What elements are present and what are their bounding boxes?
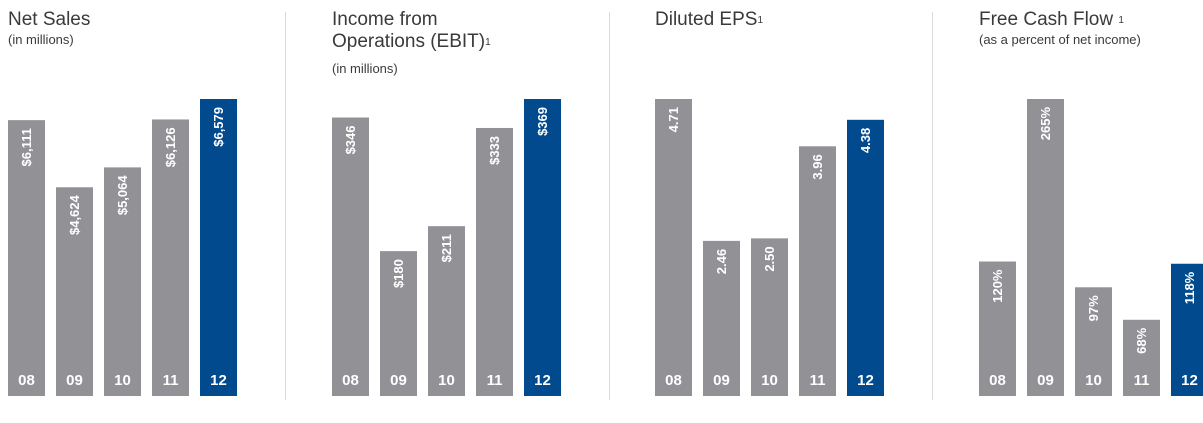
x-tick-label: 09 (390, 372, 407, 389)
x-tick-label: 11 (1134, 372, 1150, 389)
bar-08 (655, 99, 692, 396)
ebit-chart: $346 08 $180 09 $211 10 $333 11 $369 12 (332, 99, 561, 396)
chart-title: Free Cash Flow 1 (979, 9, 1124, 30)
bar-12 (524, 99, 561, 396)
chart-subtitle: (in millions) (8, 32, 74, 47)
data-label: 4.38 (858, 128, 873, 153)
data-label: 97% (1086, 295, 1101, 321)
data-label: $5,064 (115, 175, 130, 216)
data-label: $6,579 (211, 107, 226, 147)
x-tick-label: 10 (438, 372, 455, 389)
bar-10 (1075, 287, 1112, 396)
data-label: 3.96 (810, 154, 825, 179)
x-tick-label: 12 (210, 372, 227, 389)
chart-title: Net Sales (8, 9, 91, 30)
divider (609, 12, 610, 400)
bar-10 (751, 238, 788, 396)
x-tick-label: 11 (810, 372, 826, 389)
bar-09 (703, 240, 740, 396)
x-tick-label: 09 (66, 372, 83, 389)
bar-12 (1171, 263, 1203, 396)
data-label: 2.46 (714, 249, 729, 274)
chart-title: Income from Operations (EBIT)1 (332, 9, 491, 52)
free-cash-flow-chart: 120% 08 265% 09 97% 10 68% 11 118% 12 (979, 99, 1203, 396)
net-sales-chart: $6,111 08 $4,624 09 $5,064 10 $6,126 11 $6,579 12 (8, 99, 237, 396)
data-label: $211 (439, 234, 454, 262)
x-tick-label: 08 (665, 372, 682, 389)
data-label: $369 (535, 107, 550, 136)
chart-subtitle: (as a percent of net income) (979, 32, 1141, 47)
bar-10 (428, 226, 465, 396)
net-sales-panel: Net Sales (in millions) $6,111 08 $4,624 09… (8, 0, 248, 423)
bar-08 (8, 120, 45, 396)
x-tick-label: 10 (761, 372, 778, 389)
diluted-eps-panel: Diluted EPS1 4.71 08 2.46 09 2.50 10 3.96 11 4.3… (655, 0, 895, 423)
bar-11 (799, 146, 836, 396)
data-label: $180 (391, 259, 406, 288)
data-label: 265% (1038, 107, 1053, 141)
x-tick-label: 10 (1085, 372, 1102, 389)
bar-09 (380, 251, 417, 396)
data-label: 4.71 (666, 107, 681, 132)
data-label: $333 (487, 136, 502, 165)
bar-12 (200, 99, 237, 396)
bar-11 (476, 127, 513, 396)
bar-09 (1027, 99, 1064, 396)
bar-11 (152, 119, 189, 396)
data-label: $346 (343, 126, 358, 155)
data-label: 68% (1134, 327, 1149, 353)
x-tick-label: 11 (487, 372, 503, 389)
free-cash-flow-panel: Free Cash Flow 1 (as a percent of net in… (979, 0, 1203, 423)
data-label: 2.50 (762, 246, 777, 271)
chart-subtitle: (in millions) (332, 61, 398, 76)
x-tick-label: 12 (1181, 372, 1198, 389)
bar-08 (979, 261, 1016, 396)
bar-09 (56, 187, 93, 396)
x-tick-label: 08 (989, 372, 1006, 389)
bar-11 (1123, 319, 1160, 396)
bar-12 (847, 119, 884, 397)
bar-08 (332, 117, 369, 396)
diluted-eps-chart: 4.71 08 2.46 09 2.50 10 3.96 11 4.38 12 (655, 99, 884, 397)
x-tick-label: 11 (163, 372, 179, 389)
divider (932, 12, 933, 400)
x-tick-label: 10 (114, 372, 131, 389)
x-tick-label: 08 (18, 372, 35, 389)
x-tick-label: 09 (1037, 372, 1054, 389)
chart-title: Diluted EPS1 (655, 9, 764, 30)
data-label: $4,624 (67, 194, 82, 235)
x-tick-label: 08 (342, 372, 359, 389)
data-label: 118% (1182, 271, 1197, 304)
data-label: $6,111 (19, 128, 34, 166)
x-tick-label: 12 (534, 372, 551, 389)
x-tick-label: 12 (857, 372, 874, 389)
divider (285, 12, 286, 400)
data-label: $6,126 (163, 127, 178, 167)
data-label: 120% (990, 269, 1005, 303)
bar-10 (104, 167, 141, 396)
ebit-panel: Income from Operations (EBIT)1 (in milli… (332, 0, 572, 423)
x-tick-label: 09 (713, 372, 730, 389)
